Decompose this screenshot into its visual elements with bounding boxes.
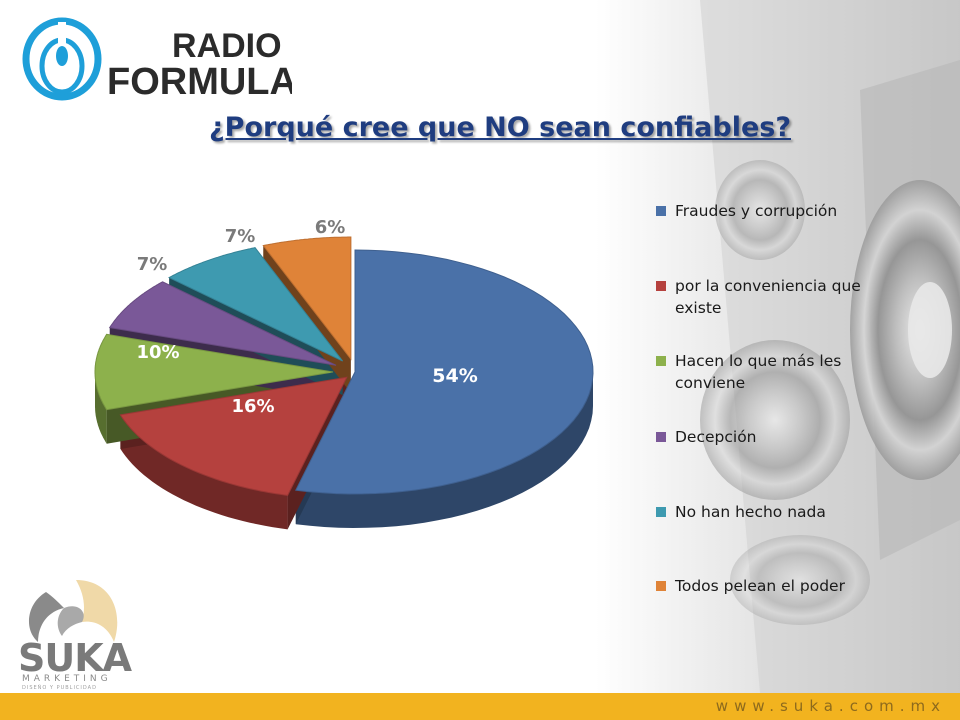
legend-label: por la conveniencia que existe	[675, 277, 861, 317]
suka-logo-mark	[28, 580, 118, 642]
pie-slice-wall	[95, 372, 107, 444]
pie-data-label: 10%	[136, 342, 179, 363]
pie-data-label: 7%	[225, 226, 256, 247]
legend-label: Hacen lo que más les conviene	[675, 352, 842, 392]
legend-item: Hacen lo que más les conviene	[656, 350, 886, 394]
pie-labels-group: 54% 16% 10% 7% 7% 6%	[136, 217, 477, 417]
pie-slice-6	[262, 236, 352, 361]
pie-slice-3	[94, 333, 334, 411]
legend-item: No han hecho nada	[656, 501, 886, 523]
pie-slice-2	[119, 376, 348, 496]
legend-item: Decepción	[656, 426, 886, 448]
pie-slice-1	[295, 249, 594, 495]
suka-brand-name: SUKA	[18, 636, 132, 680]
pie-slices-group	[94, 236, 594, 530]
legend-swatch	[656, 206, 666, 216]
pie-data-label: 6%	[315, 217, 346, 238]
pie-data-label: 16%	[231, 396, 274, 417]
suka-brand-tagline: DISEÑO Y PUBLICIDAD	[22, 685, 97, 691]
legend-label: Decepción	[675, 428, 757, 446]
legend-label: Fraudes y corrupción	[675, 202, 838, 220]
legend-swatch	[656, 581, 666, 591]
legend-swatch	[656, 507, 666, 517]
legend-item: por la conveniencia que existe	[656, 275, 886, 319]
logo-line2: FORMULA	[107, 61, 292, 103]
footer-url: www.suka.com.mx	[715, 697, 946, 715]
pie-slice-4	[108, 281, 337, 366]
legend-item: Todos pelean el poder	[656, 575, 886, 597]
legend-item: Fraudes y corrupción	[656, 200, 886, 222]
radio-formula-logo: RADIO FORMULA	[22, 17, 292, 103]
pie-slice-wall	[295, 372, 593, 528]
pie-slice-wall	[120, 414, 288, 530]
legend-label: Todos pelean el poder	[675, 577, 845, 595]
pie-data-label: 54%	[432, 365, 477, 387]
pie-slice-5	[168, 247, 344, 362]
chart-title: ¿Porqué cree que NO sean confiables?	[209, 112, 791, 143]
footer-bar	[0, 693, 960, 720]
legend-swatch	[656, 356, 666, 366]
legend-swatch	[656, 281, 666, 291]
pie-data-label: 7%	[137, 254, 168, 275]
logo-line1: RADIO	[172, 27, 282, 65]
legend-swatch	[656, 432, 666, 442]
legend-label: No han hecho nada	[675, 503, 826, 521]
suka-brand-sub: MARKETING	[22, 674, 112, 684]
